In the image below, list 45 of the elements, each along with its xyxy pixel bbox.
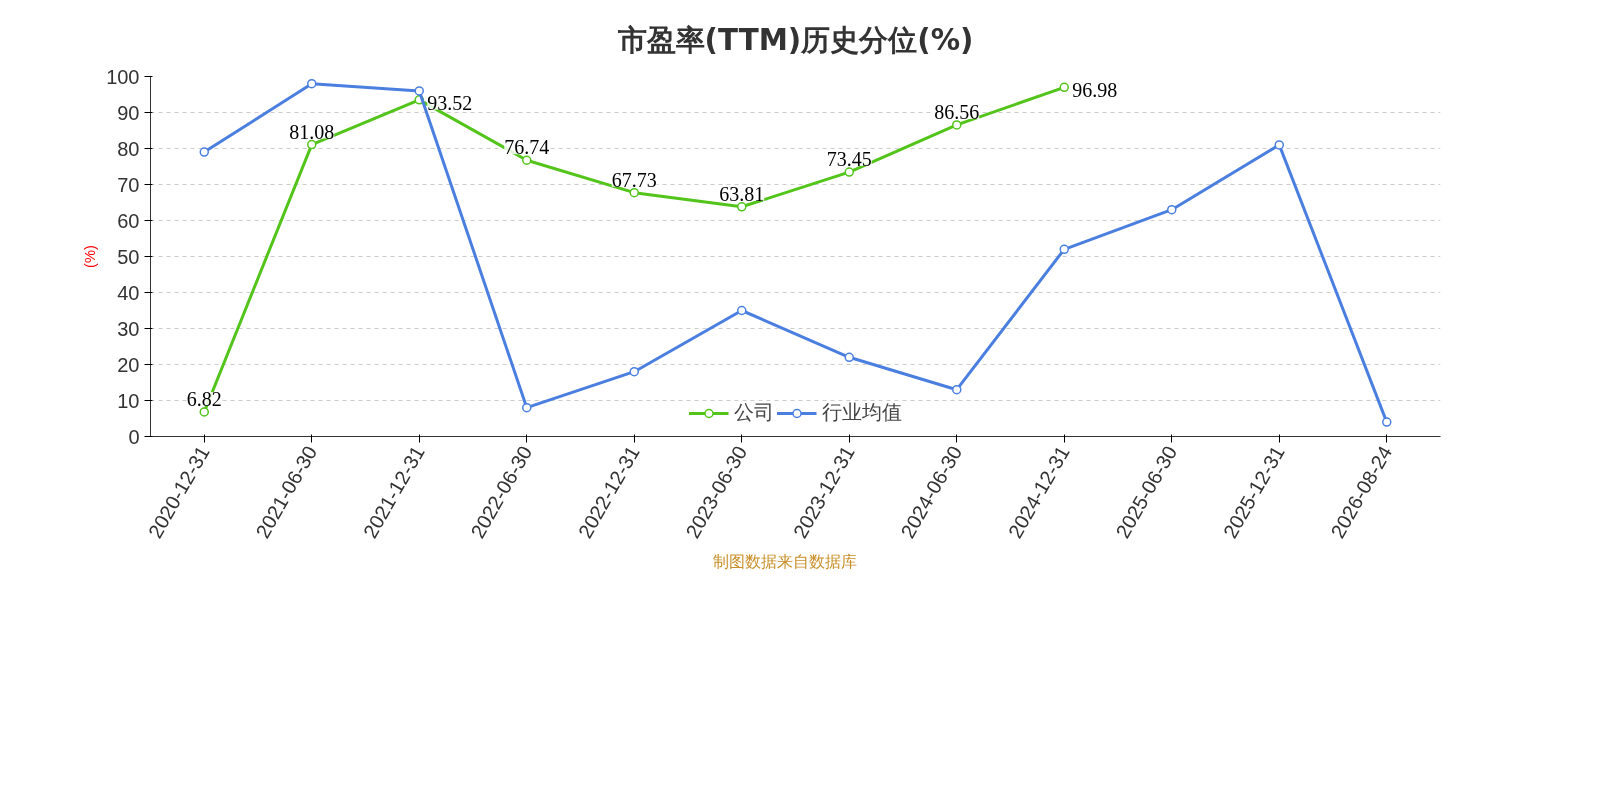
data-label: 67.73 — [611, 168, 657, 191]
legend-label: 行业均值 — [821, 400, 902, 425]
point — [844, 167, 854, 177]
point — [629, 187, 639, 198]
point — [199, 147, 209, 157]
point — [522, 155, 532, 165]
legend-label: 公司 — [733, 400, 774, 425]
point — [1382, 417, 1392, 427]
point — [307, 139, 317, 150]
point — [199, 407, 209, 417]
y-tick-label: 70 — [117, 173, 140, 196]
point — [737, 202, 747, 212]
y-tick-label: 60 — [117, 209, 140, 232]
point — [522, 402, 532, 413]
y-tick-label: 0 — [128, 425, 140, 448]
y-tick-label: 50 — [117, 245, 140, 268]
point — [414, 86, 424, 96]
y-tick-label: 20 — [117, 353, 140, 376]
y-tick-label: 30 — [117, 317, 140, 340]
data-label: 63.81 — [719, 182, 765, 205]
data-label: 73.45 — [826, 148, 872, 171]
y-tick-label: 40 — [117, 281, 140, 304]
data-label: 76.74 — [504, 136, 550, 159]
point — [737, 305, 747, 316]
chart-title: 市盈率(TTM)历史分位(%) — [616, 22, 974, 57]
point — [952, 120, 962, 130]
point — [1059, 82, 1069, 93]
point — [307, 78, 317, 89]
point — [1167, 204, 1177, 215]
y-tick-label: 10 — [117, 389, 140, 412]
data-label: 86.56 — [934, 100, 980, 123]
y-axis-title: (%) — [82, 245, 99, 268]
point — [629, 366, 639, 377]
y-tick-label: 100 — [106, 65, 140, 88]
data-label: 81.08 — [289, 120, 335, 143]
point — [844, 352, 854, 363]
y-tick-label: 80 — [117, 137, 140, 160]
point — [1059, 244, 1069, 255]
point — [952, 384, 962, 395]
data-label: 93.52 — [427, 91, 473, 114]
point — [1274, 140, 1284, 150]
data-label: 6.82 — [186, 387, 222, 410]
data-label: 96.98 — [1072, 79, 1118, 102]
text: 制图数据来自数据库 — [712, 552, 858, 572]
y-tick-label: 90 — [117, 101, 140, 124]
